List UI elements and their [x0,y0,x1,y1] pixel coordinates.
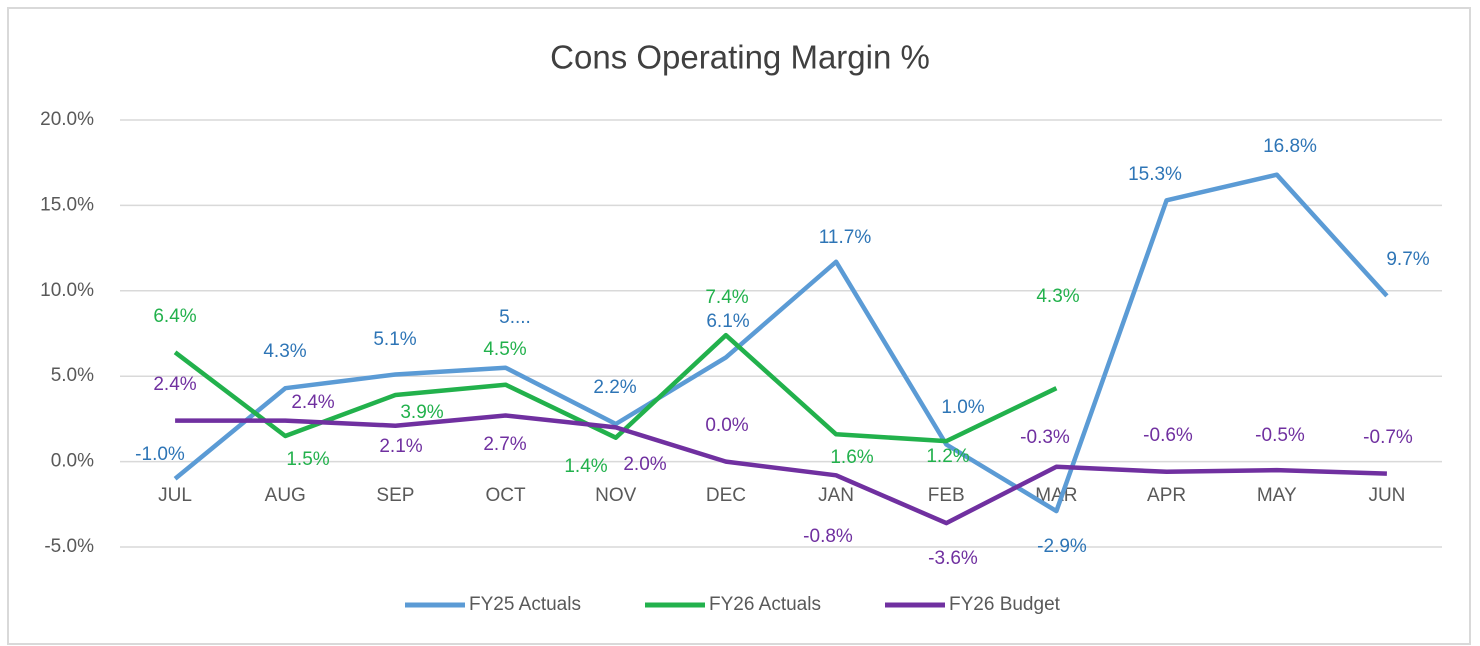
legend-label: FY26 Actuals [709,594,821,615]
series-line [175,413,1387,526]
data-label: 4.3% [263,341,306,362]
chart-title: Cons Operating Margin % [550,39,930,76]
x-tick-label: SEP [376,485,414,506]
data-label: 3.9% [400,402,443,423]
x-tick-label: MAY [1257,485,1297,506]
data-label: 1.6% [830,447,873,468]
data-label: -2.9% [1037,536,1087,557]
x-tick-label: JUL [158,485,192,506]
data-label: 6.1% [706,311,749,332]
legend-label: FY26 Budget [949,594,1061,615]
data-label: 5.... [499,307,531,328]
data-label: 11.7% [819,227,872,248]
x-tick-label: MAR [1035,485,1077,506]
data-label: 2.7% [483,434,526,455]
x-tick-label: JUN [1368,485,1405,506]
data-label: -0.5% [1255,425,1305,446]
data-label: 7.4% [705,287,748,308]
data-label: 1.0% [941,397,984,418]
y-tick-label: -5.0% [44,536,94,557]
y-tick-label: 10.0% [40,280,94,301]
data-label: 5.1% [373,329,416,350]
x-tick-label: OCT [486,485,527,506]
data-label: -0.7% [1363,427,1413,448]
y-tick-label: 20.0% [40,109,94,130]
data-label: 9.7% [1386,249,1429,270]
data-label: -3.6% [928,548,978,569]
data-label: 1.5% [286,449,329,470]
y-tick-label: 0.0% [51,451,94,472]
data-label: 16.8% [1263,136,1317,157]
data-label: 2.2% [593,377,636,398]
data-label: -0.8% [803,526,853,547]
data-label: -0.6% [1143,425,1193,446]
series-line [173,172,1389,514]
data-label: 2.1% [379,436,422,457]
data-label: -1.0% [135,444,185,465]
x-tick-label: AUG [265,485,306,506]
data-label: 1.4% [564,456,607,477]
y-tick-label: 15.0% [40,194,94,215]
data-label: 0.0% [705,415,748,436]
data-label: 2.0% [623,454,666,475]
data-label: 1.2% [926,446,969,467]
x-tick-label: NOV [595,485,637,506]
x-tick-label: FEB [928,485,965,506]
x-tick-label: JAN [818,485,854,506]
data-label: 2.4% [291,392,334,413]
chart-frame [7,7,1471,645]
data-label: -0.3% [1020,427,1070,448]
data-label: 2.4% [153,374,196,395]
data-label: 4.3% [1036,286,1079,307]
x-tick-label: DEC [706,485,746,506]
legend-label: FY25 Actuals [469,594,581,615]
data-label: 15.3% [1128,164,1182,185]
data-label: 6.4% [153,306,196,327]
y-tick-label: 5.0% [51,365,94,386]
x-tick-label: APR [1147,485,1186,506]
data-label: 4.5% [483,339,526,360]
